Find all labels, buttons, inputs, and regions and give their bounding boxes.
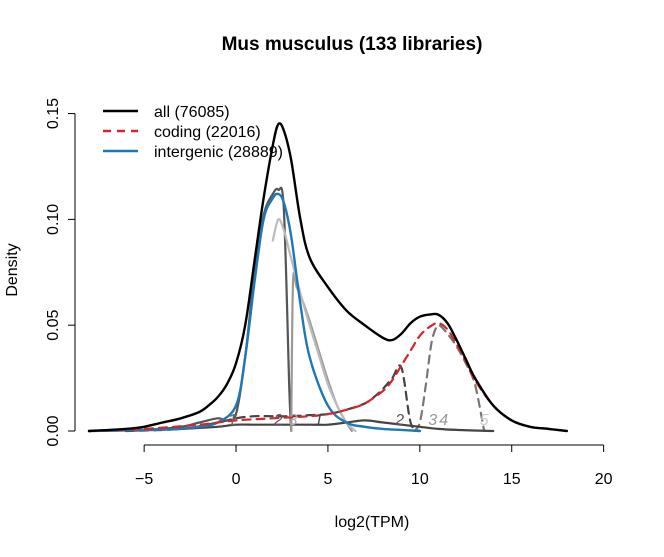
legend-label: all (76085) <box>154 104 230 121</box>
x-tick-label: 10 <box>411 471 429 488</box>
y-ticks: 0.00 0.05 0.10 0.15 <box>45 98 75 447</box>
component-label: 5 <box>480 412 489 429</box>
component-line-8 <box>124 419 495 433</box>
legend-label: coding (22016) <box>154 124 261 141</box>
series-line-intergenic <box>87 192 421 433</box>
x-tick-label: −5 <box>135 471 153 488</box>
component-line-7 <box>271 218 357 433</box>
y-tick-label: 0.10 <box>45 204 62 235</box>
x-tick-label: 20 <box>595 471 613 488</box>
component-label: 4 <box>439 412 448 429</box>
y-tick-label: 0.15 <box>45 98 62 129</box>
x-tick-label: 15 <box>503 471 521 488</box>
series-layer <box>87 122 569 433</box>
chart-title: Mus musculus (133 libraries) <box>222 34 483 55</box>
x-tick-label: 0 <box>232 471 241 488</box>
component-label: 2 <box>273 412 283 429</box>
x-axis-label: log2(TPM) <box>335 514 410 531</box>
x-ticks: −5 0 5 10 15 20 <box>135 445 613 488</box>
component-label: 3 <box>428 412 437 429</box>
axes: −5 0 5 10 15 20 0.000.050.100.15 <box>45 98 613 488</box>
series-line-all <box>87 122 569 433</box>
component-label: 2 <box>394 412 404 429</box>
y-tick-label: 0.05 <box>45 310 62 341</box>
legend-label: intergenic (28889) <box>154 144 283 161</box>
component-label: 3 <box>289 412 298 429</box>
legend: all (76085) coding (22016) intergenic (288… <box>103 104 283 161</box>
y-tick-label: 0.00 <box>45 415 62 446</box>
component-label: 1 <box>228 412 237 429</box>
y-axis-label: Density <box>4 243 21 296</box>
x-tick-label: 5 <box>323 471 332 488</box>
component-label: 1 <box>314 412 323 429</box>
